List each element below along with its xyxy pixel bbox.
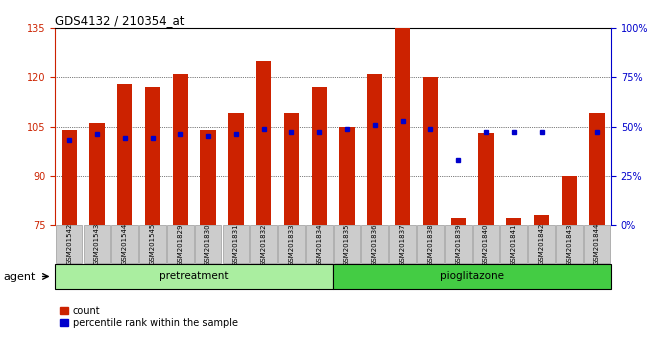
FancyBboxPatch shape <box>84 225 111 263</box>
Bar <box>506 218 521 225</box>
Bar <box>284 113 299 225</box>
FancyBboxPatch shape <box>111 225 138 263</box>
Legend: count, percentile rank within the sample: count, percentile rank within the sample <box>60 306 238 328</box>
Bar <box>367 74 382 225</box>
FancyBboxPatch shape <box>389 225 416 263</box>
Bar <box>228 113 244 225</box>
Text: GSM201840: GSM201840 <box>483 223 489 266</box>
Text: GSM201543: GSM201543 <box>94 223 100 266</box>
FancyBboxPatch shape <box>473 225 499 263</box>
Text: GSM201836: GSM201836 <box>372 223 378 266</box>
Text: agent: agent <box>3 272 36 282</box>
FancyBboxPatch shape <box>361 225 388 263</box>
Bar <box>62 130 77 225</box>
Bar <box>256 61 271 225</box>
FancyBboxPatch shape <box>278 225 305 263</box>
Text: GSM201542: GSM201542 <box>66 223 72 266</box>
FancyBboxPatch shape <box>584 225 610 263</box>
Text: GSM201838: GSM201838 <box>428 223 434 266</box>
Text: GSM201844: GSM201844 <box>594 223 600 266</box>
Text: GSM201834: GSM201834 <box>317 223 322 266</box>
Bar <box>562 176 577 225</box>
FancyBboxPatch shape <box>417 225 444 263</box>
Text: GSM201831: GSM201831 <box>233 223 239 266</box>
Text: GSM201843: GSM201843 <box>566 223 572 266</box>
FancyBboxPatch shape <box>333 264 611 289</box>
Bar <box>200 130 216 225</box>
Bar <box>173 74 188 225</box>
Bar <box>145 87 160 225</box>
Bar <box>117 84 133 225</box>
Text: GSM201833: GSM201833 <box>289 223 294 266</box>
FancyBboxPatch shape <box>528 225 555 263</box>
Bar <box>534 215 549 225</box>
Bar <box>478 133 493 225</box>
Bar <box>89 123 105 225</box>
FancyBboxPatch shape <box>445 225 471 263</box>
Bar <box>590 113 605 225</box>
Text: GSM201842: GSM201842 <box>539 223 545 266</box>
FancyBboxPatch shape <box>556 225 582 263</box>
Text: GSM201839: GSM201839 <box>455 223 461 266</box>
FancyBboxPatch shape <box>500 225 527 263</box>
Text: GSM201829: GSM201829 <box>177 223 183 266</box>
FancyBboxPatch shape <box>250 225 277 263</box>
Text: GSM201835: GSM201835 <box>344 223 350 266</box>
Text: GSM201837: GSM201837 <box>400 223 406 266</box>
Text: GSM201545: GSM201545 <box>150 223 155 266</box>
Text: GSM201841: GSM201841 <box>511 223 517 266</box>
FancyBboxPatch shape <box>195 225 222 263</box>
FancyBboxPatch shape <box>167 225 194 263</box>
Text: pioglitazone: pioglitazone <box>440 272 504 281</box>
FancyBboxPatch shape <box>222 225 249 263</box>
Bar <box>422 78 438 225</box>
FancyBboxPatch shape <box>56 225 83 263</box>
FancyBboxPatch shape <box>306 225 333 263</box>
FancyBboxPatch shape <box>333 225 360 263</box>
Bar <box>395 28 410 225</box>
FancyBboxPatch shape <box>55 264 333 289</box>
FancyBboxPatch shape <box>139 225 166 263</box>
Text: GSM201830: GSM201830 <box>205 223 211 266</box>
Bar <box>311 87 327 225</box>
Text: pretreatment: pretreatment <box>159 272 229 281</box>
Text: GDS4132 / 210354_at: GDS4132 / 210354_at <box>55 14 185 27</box>
Text: GSM201544: GSM201544 <box>122 223 127 266</box>
Bar <box>339 126 355 225</box>
Text: GSM201832: GSM201832 <box>261 223 266 266</box>
Bar <box>450 218 466 225</box>
